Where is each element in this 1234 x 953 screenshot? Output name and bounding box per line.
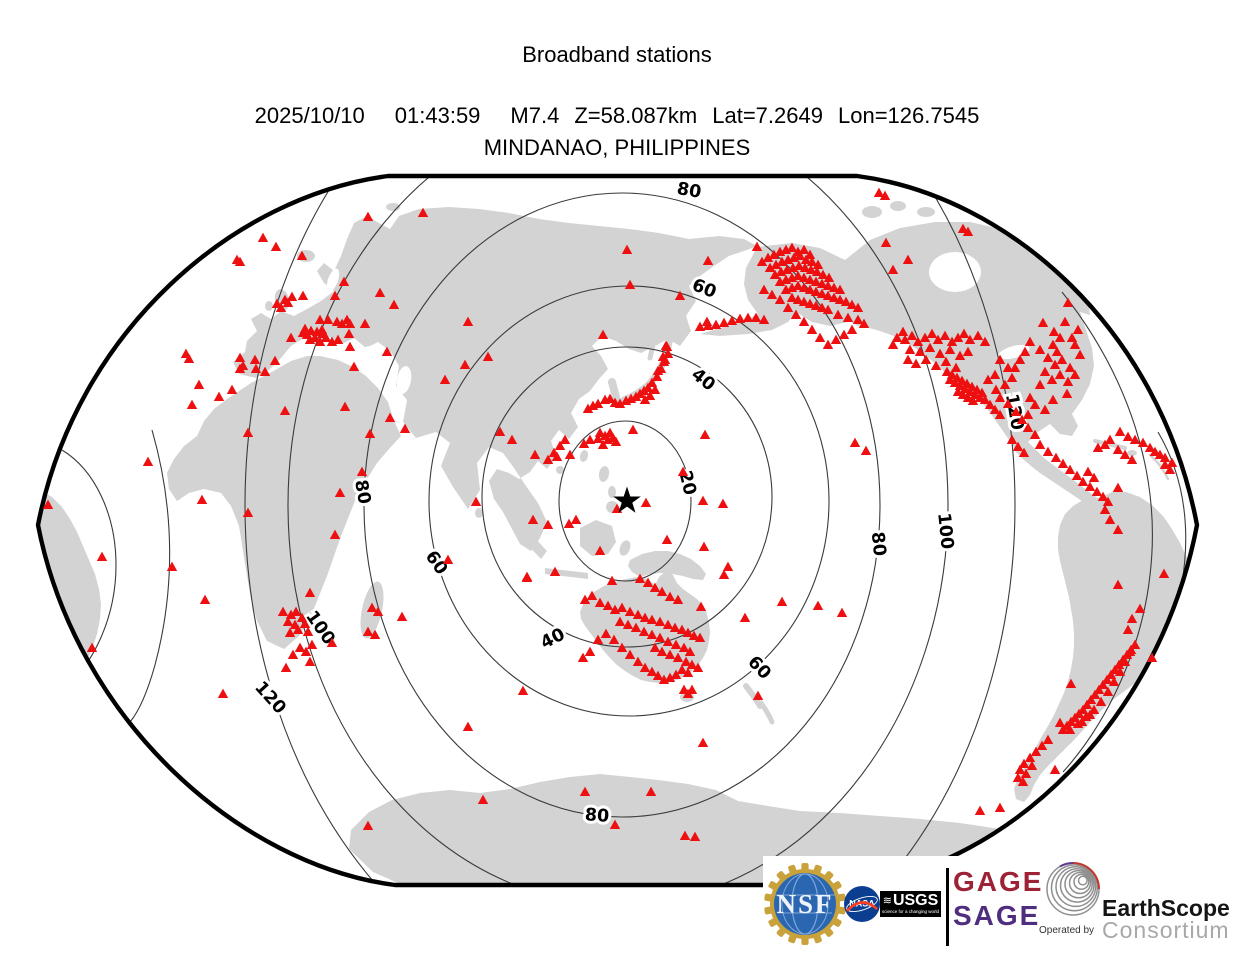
earthscope-spiral-icon <box>1046 862 1100 916</box>
event-latitude: Lat=7.2649 <box>712 103 823 128</box>
event-longitude: Lon=126.7545 <box>837 103 980 128</box>
contour-label-20: 20 <box>674 469 699 497</box>
contour-label-40: 40 <box>538 625 569 654</box>
earthscope-label: EarthScope <box>1102 895 1230 921</box>
usgs-wave-icon: ≋ <box>882 895 892 908</box>
contour-label-100: 100 <box>933 512 957 550</box>
epicenter-star <box>613 486 641 513</box>
contour-label-80: 80 <box>867 531 889 557</box>
event-magnitude: M7.4 <box>510 103 560 128</box>
nsf-globe <box>774 873 836 935</box>
logo-divider <box>946 868 949 946</box>
event-location: MINDANAO, PHILIPPINES <box>483 135 751 160</box>
contour-label-40: 40 <box>687 365 719 396</box>
logo-strip: NSF NASA ≋ USGS science for a changing w… <box>763 856 1234 953</box>
sage-label: SAGE <box>953 900 1041 931</box>
consortium-label: Consortium <box>1102 917 1230 943</box>
nasa-logo-icon: NASA <box>844 886 880 922</box>
contour-40 <box>481 346 773 648</box>
station-markers <box>42 187 1178 841</box>
contour-label-80: 80 <box>350 478 374 505</box>
contour-label-120: 120 <box>250 678 289 719</box>
contour-label-80: 80 <box>584 805 610 827</box>
contour-120 <box>244 176 1016 885</box>
gage-label: GAGE <box>953 866 1044 897</box>
contour-100 <box>287 176 949 885</box>
usgs-label: USGS <box>892 892 939 910</box>
event-info-line: 2025/10/10 01:43:59 M7.4 Z=58.087km Lat=… <box>0 103 1234 129</box>
usgs-logo: ≋ USGS science for a changing world <box>880 891 941 917</box>
contour-label-80: 80 <box>675 179 702 203</box>
event-date: 2025/10/10 <box>254 103 365 128</box>
nsf-logo-icon: NSF <box>764 863 846 945</box>
event-time: 01:43:59 <box>394 103 481 128</box>
nsf-label: NSF <box>776 889 833 919</box>
page-title: Broadband stations <box>522 42 712 67</box>
contour-label-60: 60 <box>743 652 774 683</box>
contour-80 <box>363 192 881 818</box>
event-depth: Z=58.087km <box>574 103 698 128</box>
operated-by-label: Operated by <box>1039 925 1095 936</box>
contour-20 <box>558 420 692 582</box>
usgs-tagline: science for a changing world <box>881 909 940 915</box>
